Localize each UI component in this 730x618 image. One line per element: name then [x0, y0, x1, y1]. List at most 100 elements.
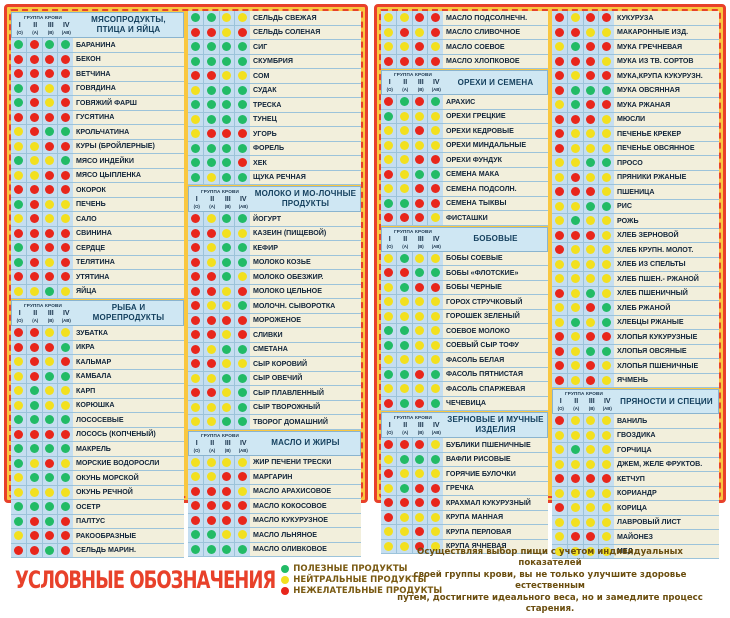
food-row[interactable]: ДЖЕМ, ЖЕЛЕ ФРУКТОВ. — [552, 457, 719, 472]
food-row[interactable]: СИГ — [188, 40, 361, 55]
food-row[interactable]: ХЛЕБ ПШЕНИЧНЫЙ — [552, 286, 719, 301]
food-row[interactable]: СЫР КОРОВИЙ — [188, 357, 361, 372]
food-row[interactable]: МОЛОКО КОЗЬЕ — [188, 255, 361, 270]
food-row[interactable]: ПАЛТУС — [11, 514, 184, 529]
food-row[interactable]: ТРЕСКА — [188, 98, 361, 113]
food-row[interactable]: МАСЛО АРАХИСОВОЕ — [188, 484, 361, 499]
food-row[interactable]: РАКООБРАЗНЫЕ — [11, 529, 184, 544]
food-row[interactable]: САЛО — [11, 212, 184, 227]
food-row[interactable]: ФАСОЛЬ СПАРЖЕВАЯ — [381, 382, 548, 397]
food-row[interactable]: ХЛЕБ РЖАНОЙ — [552, 301, 719, 316]
food-row[interactable]: СОМ — [188, 69, 361, 84]
food-row[interactable]: ГОРОШЕК ЗЕЛЕНЫЙ — [381, 309, 548, 324]
food-row[interactable]: СЫР ПЛАВЛЕННЫЙ — [188, 386, 361, 401]
food-row[interactable]: МОЛОКО ОБЕЗЖИР. — [188, 270, 361, 285]
food-row[interactable]: СЕМЕНА ПОДСОЛН. — [381, 182, 548, 197]
food-row[interactable]: СЛИВКИ — [188, 328, 361, 343]
food-row[interactable]: ХЕК — [188, 156, 361, 171]
food-row[interactable]: ЙОГУРТ — [188, 212, 361, 227]
food-row[interactable]: МУКА ОВСЯННАЯ — [552, 83, 719, 98]
food-row[interactable]: ГРЕЧКА — [381, 481, 548, 496]
food-row[interactable]: СЫР ТВОРОЖНЫЙ — [188, 400, 361, 415]
food-row[interactable]: СЫР ОВЕЧИЙ — [188, 371, 361, 386]
food-row[interactable]: ПРЯНИКИ РЖАНЫЕ — [552, 170, 719, 185]
food-row[interactable]: ХЛЕБ ЗЕРНОВОЙ — [552, 228, 719, 243]
food-row[interactable]: БУБЛИКИ ПШЕНИЧНЫЕ — [381, 438, 548, 453]
food-row[interactable]: ЯЙЦА — [11, 284, 184, 299]
food-row[interactable]: ХЛЕБЦЫ РЖАНЫЕ — [552, 315, 719, 330]
food-row[interactable]: КРАХМАЛ КУКУРУЗНЫЙ — [381, 496, 548, 511]
food-row[interactable]: БЕКОН — [11, 52, 184, 67]
food-row[interactable]: МУКА ГРЕЧНЕВАЯ — [552, 40, 719, 55]
food-row[interactable]: ВАНИЛЬ — [552, 414, 719, 429]
food-row[interactable]: БОБЫ СОЕВЫЕ — [381, 251, 548, 266]
food-row[interactable]: СОЕВЫЙ СЫР ТОФУ — [381, 338, 548, 353]
food-row[interactable]: КРОЛЬЧАТИНА — [11, 125, 184, 140]
food-row[interactable]: ПРОСО — [552, 156, 719, 171]
food-row[interactable]: СЕМЕНА ТЫКВЫ — [381, 196, 548, 211]
food-row[interactable]: СВИНИНА — [11, 226, 184, 241]
food-row[interactable]: ХЛОПЬЯ ПШЕНИЧНЫЕ — [552, 359, 719, 374]
food-row[interactable]: МЯСО ЦЫПЛЕНКА — [11, 168, 184, 183]
food-row[interactable]: СУДАК — [188, 83, 361, 98]
food-row[interactable]: ВЕТЧИНА — [11, 67, 184, 82]
food-row[interactable]: МАСЛО СОЕВОЕ — [381, 40, 548, 55]
food-row[interactable]: ТЕЛЯТИНА — [11, 255, 184, 270]
food-row[interactable]: ОРЕХИ КЕДРОВЫЕ — [381, 124, 548, 139]
food-row[interactable]: ОКОРОК — [11, 183, 184, 198]
food-row[interactable]: МЮСЛИ — [552, 112, 719, 127]
food-row[interactable]: СЕМЕНА МАКА — [381, 167, 548, 182]
food-row[interactable]: БАРАНИНА — [11, 38, 184, 53]
food-row[interactable]: МАСЛО ХЛОПКОВОЕ — [381, 54, 548, 69]
food-row[interactable]: МУКА РЖАНАЯ — [552, 98, 719, 113]
food-row[interactable]: АРАХИС — [381, 95, 548, 110]
food-row[interactable]: ЖИР ПЕЧЕНИ ТРЕСКИ — [188, 455, 361, 470]
food-row[interactable]: ОРЕХИ МИНДАЛЬНЫЕ — [381, 138, 548, 153]
food-row[interactable]: МЯСО ИНДЕЙКИ — [11, 154, 184, 169]
food-row[interactable]: БОБЫ «ФЛОТСКИЕ» — [381, 266, 548, 281]
food-row[interactable]: БОБЫ ЧЕРНЫЕ — [381, 280, 548, 295]
food-row[interactable]: МОЛОЧН. СЫВОРОТКА — [188, 299, 361, 314]
food-row[interactable]: СЕЛЬДЬ МАРИН. — [11, 543, 184, 558]
food-row[interactable]: ЛОСОСЕВЫЕ — [11, 413, 184, 428]
food-row[interactable]: ТУНЕЦ — [188, 112, 361, 127]
food-row[interactable]: ИКРА — [11, 340, 184, 355]
food-row[interactable]: МАСЛО ЛЬНЯНОЕ — [188, 528, 361, 543]
food-row[interactable]: КУРЫ (БРОЙЛЕРНЫЕ) — [11, 139, 184, 154]
food-row[interactable]: ТВОРОГ ДОМАШНИЙ — [188, 415, 361, 430]
food-row[interactable]: СМЕТАНА — [188, 342, 361, 357]
food-row[interactable]: КОРЮШКА — [11, 398, 184, 413]
food-row[interactable]: УГОРЬ — [188, 127, 361, 142]
food-row[interactable]: МАСЛО КОКОСОВОЕ — [188, 499, 361, 514]
food-row[interactable]: МАКАРОННЫЕ ИЗД. — [552, 25, 719, 40]
food-row[interactable]: МАКРЕЛЬ — [11, 442, 184, 457]
food-row[interactable]: МОРОЖЕНОЕ — [188, 313, 361, 328]
food-row[interactable]: МАРГАРИН — [188, 470, 361, 485]
food-row[interactable]: КЕФИР — [188, 241, 361, 256]
food-row[interactable]: МОЛОКО ЦЕЛЬНОЕ — [188, 284, 361, 299]
food-row[interactable]: ПЕЧЕНЬ — [11, 197, 184, 212]
food-row[interactable]: КОРИЦА — [552, 501, 719, 516]
food-row[interactable]: ГОВЯДИНА — [11, 81, 184, 96]
food-row[interactable]: ЧЕЧЕВИЦА — [381, 396, 548, 411]
food-row[interactable]: ХЛОПЬЯ КУКУРУЗНЫЕ — [552, 330, 719, 345]
food-row[interactable]: СЕРДЦЕ — [11, 241, 184, 256]
food-row[interactable]: ЛАВРОВЫЙ ЛИСТ — [552, 515, 719, 530]
food-row[interactable]: КОРИАНДР — [552, 486, 719, 501]
food-row[interactable]: МАСЛО ПОДСОЛНЕЧН. — [381, 11, 548, 26]
food-row[interactable]: ХЛЕБ ИЗ СПЕЛЬТЫ — [552, 257, 719, 272]
food-row[interactable]: МОРСКИЕ ВОДОРОСЛИ — [11, 456, 184, 471]
food-row[interactable]: ОКУНЬ МОРСКОЙ — [11, 471, 184, 486]
food-row[interactable]: ФИСТАШКИ — [381, 211, 548, 226]
food-row[interactable]: ГОРЯЧИЕ БУЛОЧКИ — [381, 467, 548, 482]
food-row[interactable]: РОЖЬ — [552, 214, 719, 229]
food-row[interactable]: МАЙОНЕЗ — [552, 530, 719, 545]
food-row[interactable]: ОРЕХИ ФУНДУК — [381, 153, 548, 168]
food-row[interactable]: ФОРЕЛЬ — [188, 141, 361, 156]
food-row[interactable]: КАЗЕИН (ПИЩЕВОЙ) — [188, 226, 361, 241]
food-row[interactable]: КЕТЧУП — [552, 472, 719, 487]
food-row[interactable]: КРУПА МАННАЯ — [381, 510, 548, 525]
food-row[interactable]: МУКА ИЗ ТВ. СОРТОВ — [552, 54, 719, 69]
food-row[interactable]: ГОРЧИЦА — [552, 443, 719, 458]
food-row[interactable]: КРУПА ПЕРЛОВАЯ — [381, 525, 548, 540]
